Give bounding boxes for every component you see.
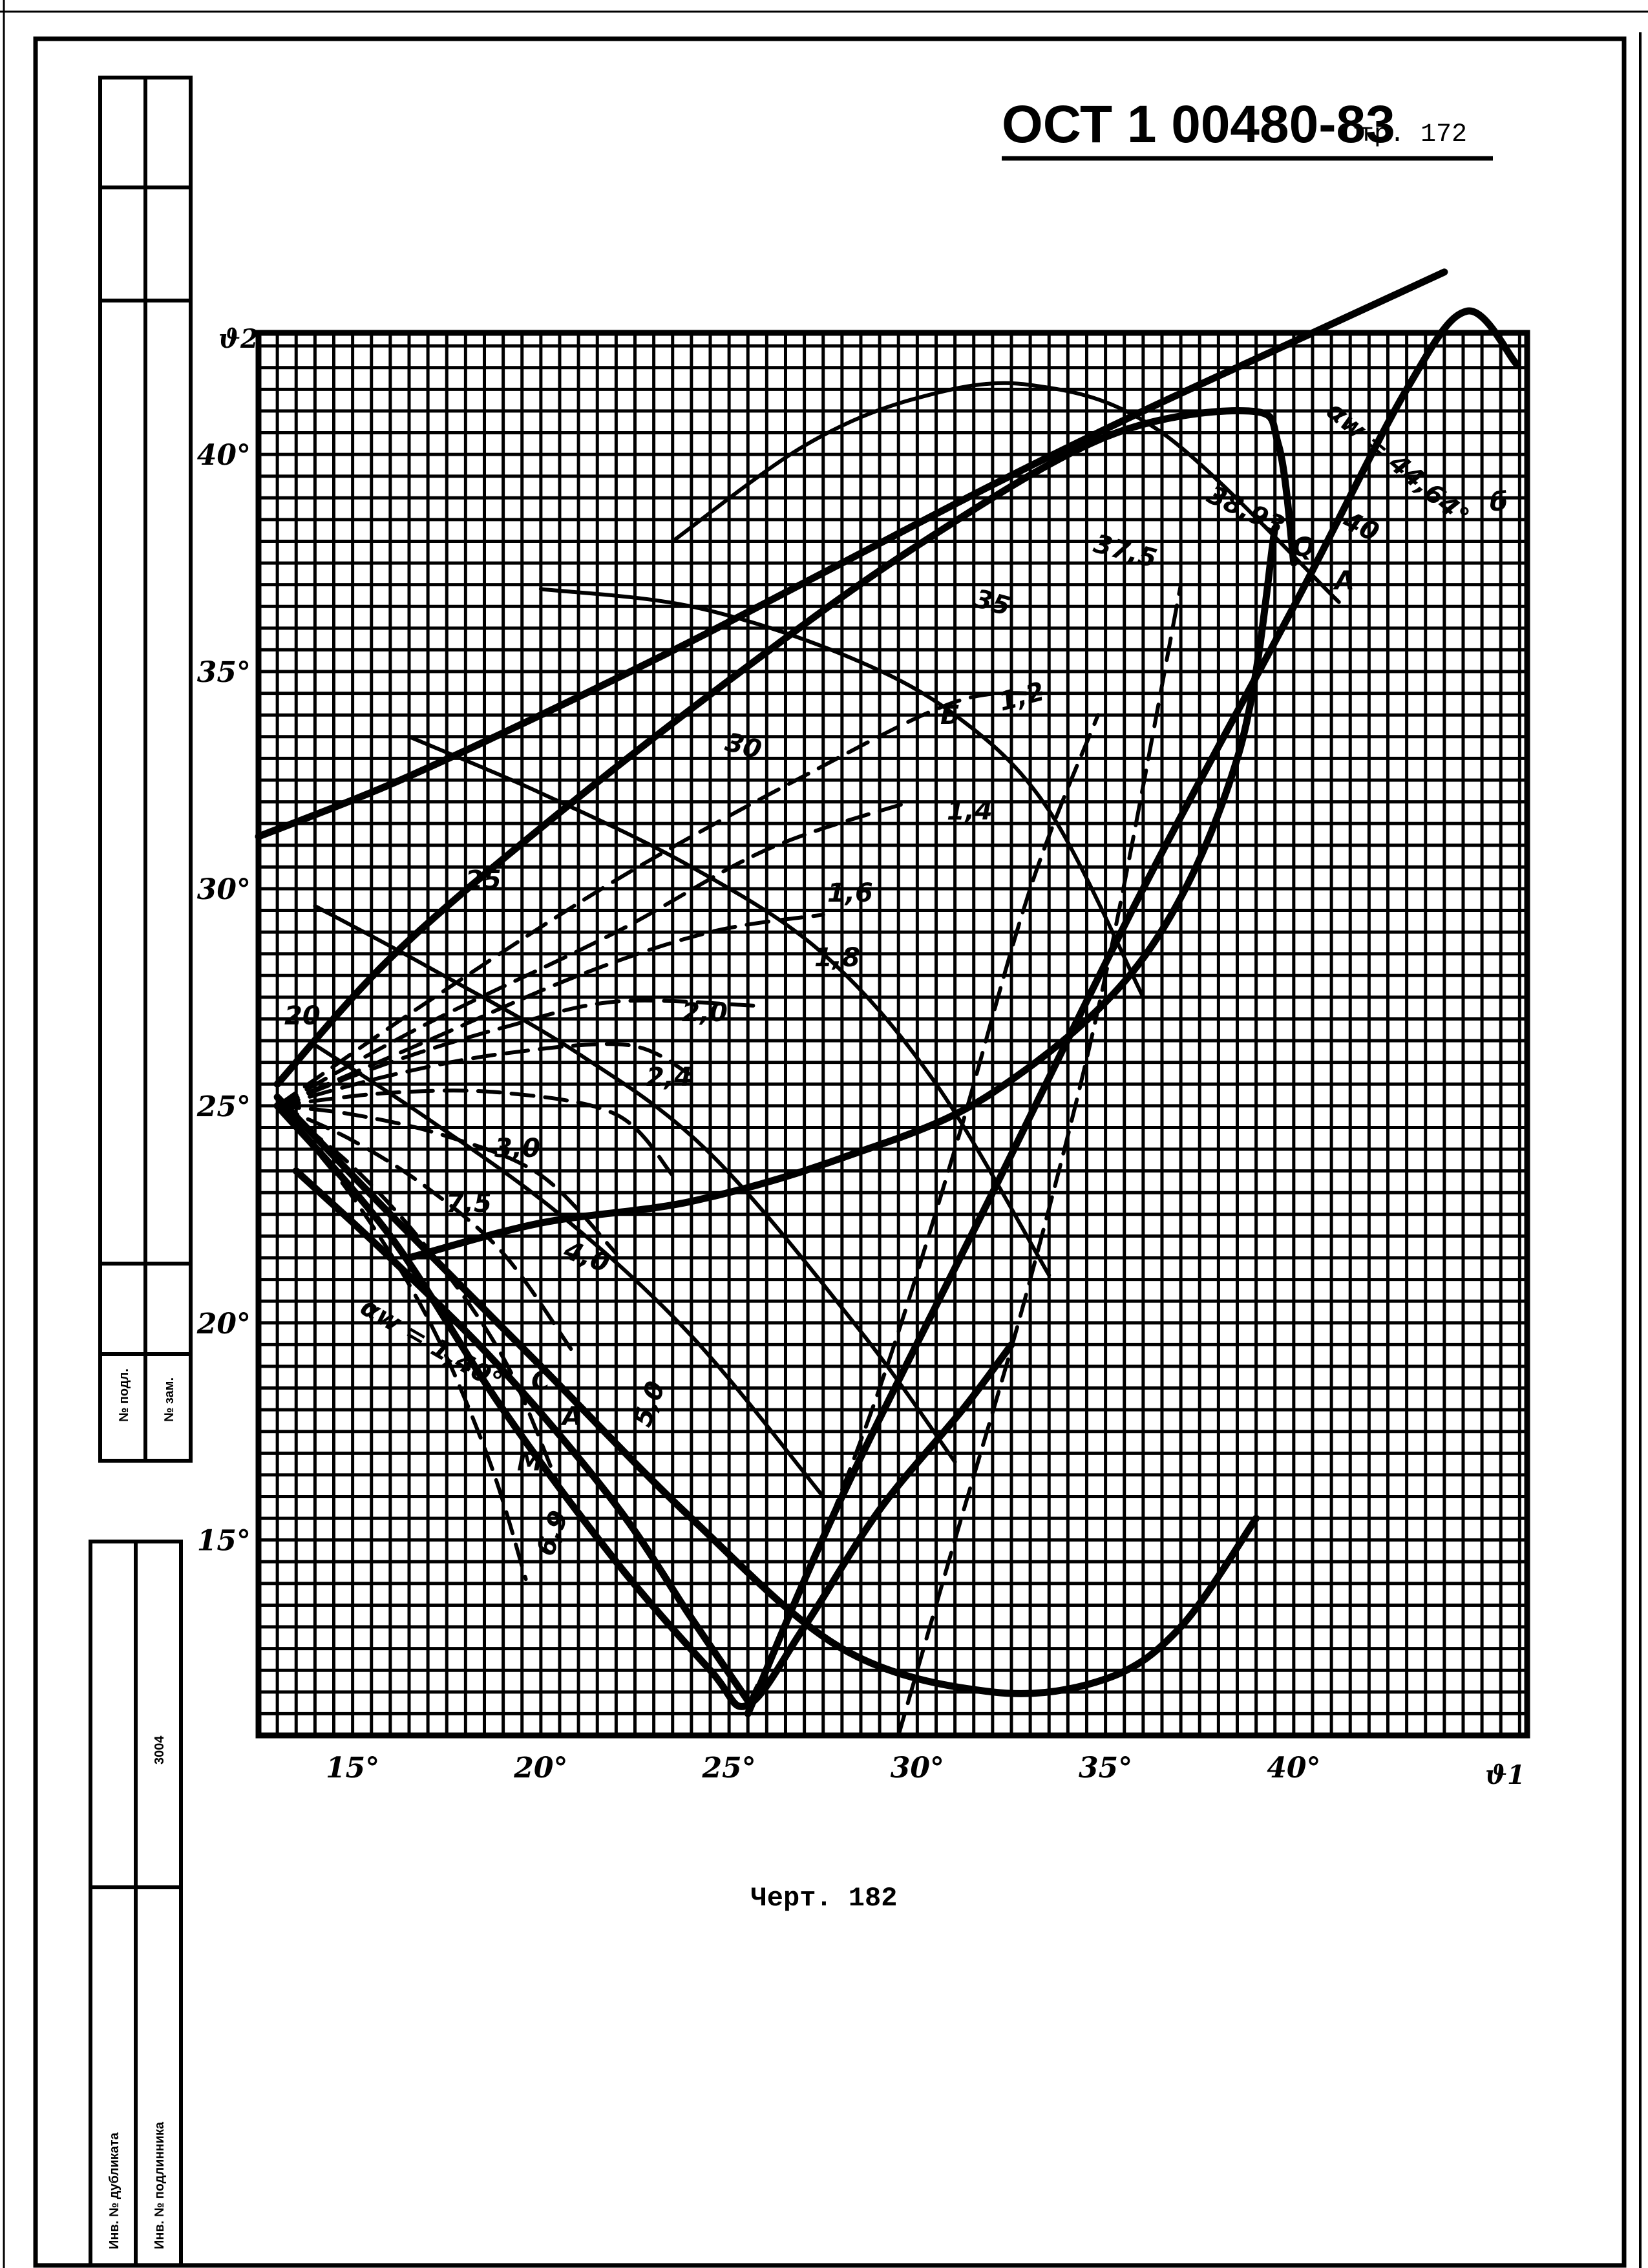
curve-label: 3,0 bbox=[494, 1134, 540, 1163]
series-curve bbox=[896, 582, 1183, 1737]
series-curve bbox=[275, 1042, 693, 1108]
y-tick-label: 40° bbox=[197, 439, 251, 472]
series-curve bbox=[405, 524, 1279, 1262]
y-tick-label: 35° bbox=[197, 656, 251, 689]
page-number: Стр. 172 bbox=[1343, 120, 1467, 149]
curve-label: Б bbox=[940, 701, 960, 730]
series-curve bbox=[407, 734, 1051, 1277]
curve-label: 6,9 bbox=[531, 1507, 574, 1560]
nomogram-chart: 15° 20° 25° 30° 35° 40° 15° 20° 25° 30° 35° 40° 20 2… bbox=[196, 268, 1530, 1790]
series-curve bbox=[292, 1167, 752, 1704]
y-tick-label: 30° bbox=[197, 873, 251, 906]
chart-grid bbox=[257, 333, 1527, 1737]
curve-label: A bbox=[1333, 566, 1355, 596]
x-tick-label: 40° bbox=[1267, 1752, 1320, 1785]
plot-frame bbox=[255, 330, 1530, 1739]
curve-label: 1,8 bbox=[814, 943, 860, 973]
x-tick-label: 15° bbox=[326, 1752, 379, 1785]
series-curve bbox=[275, 999, 761, 1108]
x-tick-label: 35° bbox=[1079, 1752, 1132, 1785]
curve-label: Q bbox=[1293, 533, 1315, 562]
x-tick-label: 30° bbox=[891, 1752, 944, 1785]
curve-label: 35 bbox=[971, 584, 1013, 622]
curve-label: 7,5 bbox=[446, 1189, 492, 1218]
series-curve bbox=[275, 1103, 528, 1582]
series-curve bbox=[313, 1043, 825, 1499]
series-curve bbox=[275, 1088, 675, 1178]
chart-tick-labels: 15° 20° 25° 30° 35° 40° 15° 20° 25° 30° 35° 40° bbox=[196, 439, 1321, 1785]
stamp-cell-dubl: Инв. № дубликата bbox=[107, 2132, 121, 2249]
curve-label: 1,2 bbox=[996, 677, 1048, 717]
series-curve bbox=[744, 307, 1519, 1717]
curve-label: 20 bbox=[284, 1001, 321, 1031]
series-curve bbox=[313, 904, 957, 1464]
curve-label: 2,0 bbox=[682, 998, 728, 1028]
stamp-cell-zam: № зам. bbox=[162, 1377, 176, 1422]
page-border bbox=[33, 36, 1627, 2268]
series-curve bbox=[275, 1103, 573, 1351]
y-tick-label: 25° bbox=[196, 1090, 251, 1123]
curve-label: 25 bbox=[465, 865, 502, 895]
curve-label: 2,4 bbox=[646, 1063, 692, 1092]
curve-label: A bbox=[560, 1402, 582, 1432]
y-tick-label: 20° bbox=[196, 1308, 251, 1341]
series-curve bbox=[275, 1103, 618, 1256]
x-axis-label: ϑ1 bbox=[1485, 1760, 1525, 1790]
series-curve bbox=[255, 268, 1448, 840]
figure-caption: Черт. 182 bbox=[751, 1883, 898, 1914]
curve-label: M bbox=[517, 1447, 543, 1477]
side-stamp-top bbox=[98, 76, 193, 1463]
curve-label: 4,0 bbox=[560, 1235, 613, 1279]
series-curve bbox=[275, 800, 912, 1108]
x-tick-label: 20° bbox=[513, 1752, 567, 1785]
series-curve bbox=[538, 587, 1145, 999]
series-curve bbox=[275, 913, 825, 1108]
stamp-cell-podlinnik: Инв. № подлинника bbox=[153, 2121, 167, 2249]
document-code: ОСТ 1 00480-83 bbox=[1002, 95, 1395, 154]
series-curve bbox=[275, 691, 1044, 1108]
y-axis-label: ϑ2 bbox=[218, 324, 259, 354]
stamp-cell-podl: № подл. bbox=[117, 1368, 131, 1422]
series-curve bbox=[746, 713, 1100, 1707]
side-stamp-bottom bbox=[89, 1540, 183, 2267]
chart-series-group bbox=[255, 268, 1519, 1737]
series-curve bbox=[275, 1103, 558, 1481]
x-tick-label: 25° bbox=[701, 1752, 755, 1785]
curve-label: б bbox=[1490, 487, 1508, 517]
y-tick-label: 15° bbox=[197, 1525, 251, 1558]
series-curve bbox=[273, 407, 1298, 1088]
curve-label: 1,4 bbox=[947, 796, 993, 826]
stamp-number: 3004 bbox=[153, 1735, 167, 1765]
series-curve bbox=[670, 381, 1341, 604]
curve-label: C bbox=[531, 1366, 550, 1396]
curve-label: 1,6 bbox=[827, 878, 873, 908]
